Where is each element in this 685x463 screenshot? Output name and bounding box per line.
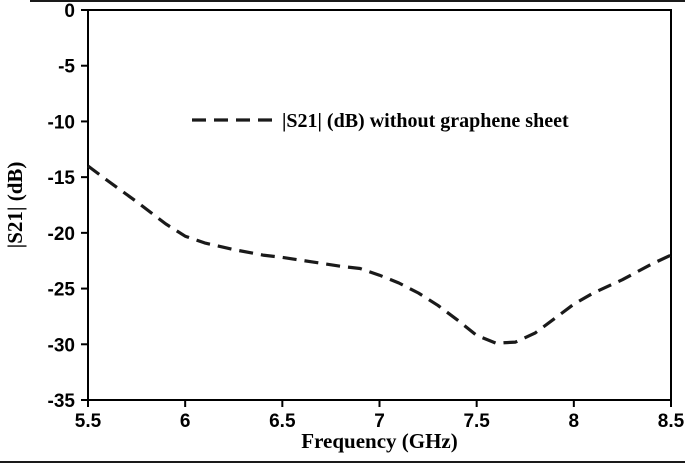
legend-label: |S21| (dB) without graphene sheet <box>282 110 569 132</box>
figure-bottom-rule <box>0 461 685 463</box>
x-axis-title: Frequency (GHz) <box>301 429 458 453</box>
y-tick-label: -30 <box>48 335 75 356</box>
x-tick-label: 8.5 <box>658 411 685 432</box>
x-tick-label: 8 <box>569 411 580 432</box>
x-tick-label: 6.5 <box>269 411 296 432</box>
y-tick-label: -10 <box>48 112 75 133</box>
y-tick-label: -25 <box>48 280 76 301</box>
y-tick-label: -20 <box>48 224 75 245</box>
y-axis-title: |S21| (dB) <box>3 162 27 249</box>
y-tick-label: -5 <box>58 57 75 78</box>
y-tick-label: -35 <box>48 391 76 412</box>
x-tick-label: 6 <box>180 411 191 432</box>
x-tick-label: 7 <box>374 411 385 432</box>
figure-top-rule <box>30 0 685 2</box>
y-tick-label: -15 <box>48 168 76 189</box>
x-tick-label: 5.5 <box>75 411 102 432</box>
plot-border <box>87 9 672 401</box>
x-tick-label: 7.5 <box>463 411 490 432</box>
y-tick-label: 0 <box>64 1 75 22</box>
series-line <box>87 164 672 345</box>
